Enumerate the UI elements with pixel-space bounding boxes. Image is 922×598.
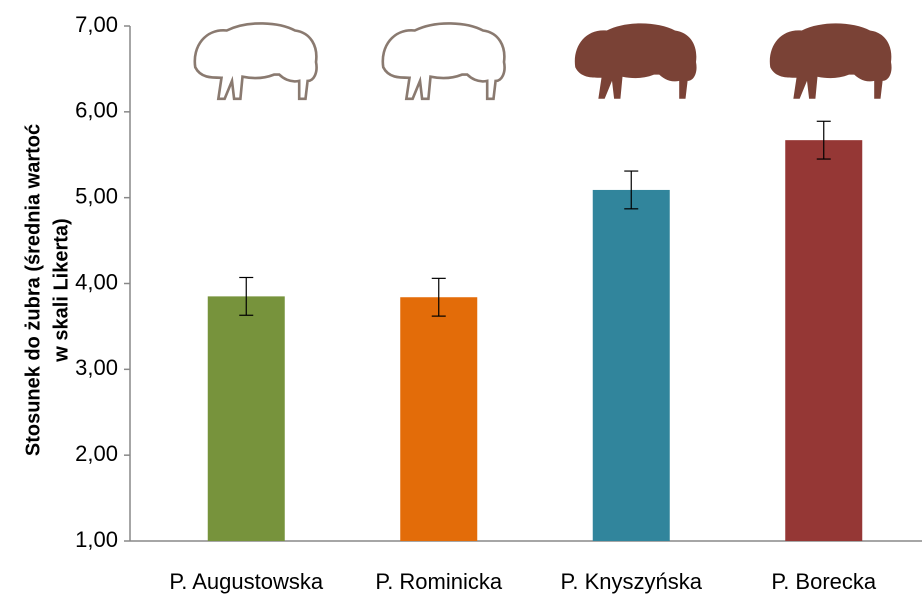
y-tick-label: 4,00: [75, 269, 118, 294]
y-tick-label: 7,00: [75, 12, 118, 37]
bison-icons: [193, 22, 892, 101]
bison-icon: [381, 22, 506, 101]
bar: [592, 189, 670, 542]
bison-icon: [193, 22, 318, 101]
x-tick-label: P. Augustowska: [169, 569, 323, 594]
y-tick-label: 6,00: [75, 98, 118, 123]
bar: [400, 297, 478, 541]
bar: [785, 140, 863, 542]
x-tick-label: P. Knyszyńska: [561, 569, 703, 594]
y-axis-title: w skali Likerta): [50, 218, 72, 362]
x-tick-label: P. Borecka: [771, 569, 877, 594]
bison-icon: [769, 23, 892, 99]
x-tick-label: P. Rominicka: [375, 569, 503, 594]
y-tick-label: 3,00: [75, 355, 118, 380]
y-tick-label: 5,00: [75, 183, 118, 208]
y-tick-label: 2,00: [75, 441, 118, 466]
bison-icon: [574, 23, 697, 99]
y-tick-label: 1,00: [75, 527, 118, 552]
y-axis-title: Stosunek do żubra (średnia wartoć: [22, 124, 44, 456]
bar: [207, 296, 285, 541]
